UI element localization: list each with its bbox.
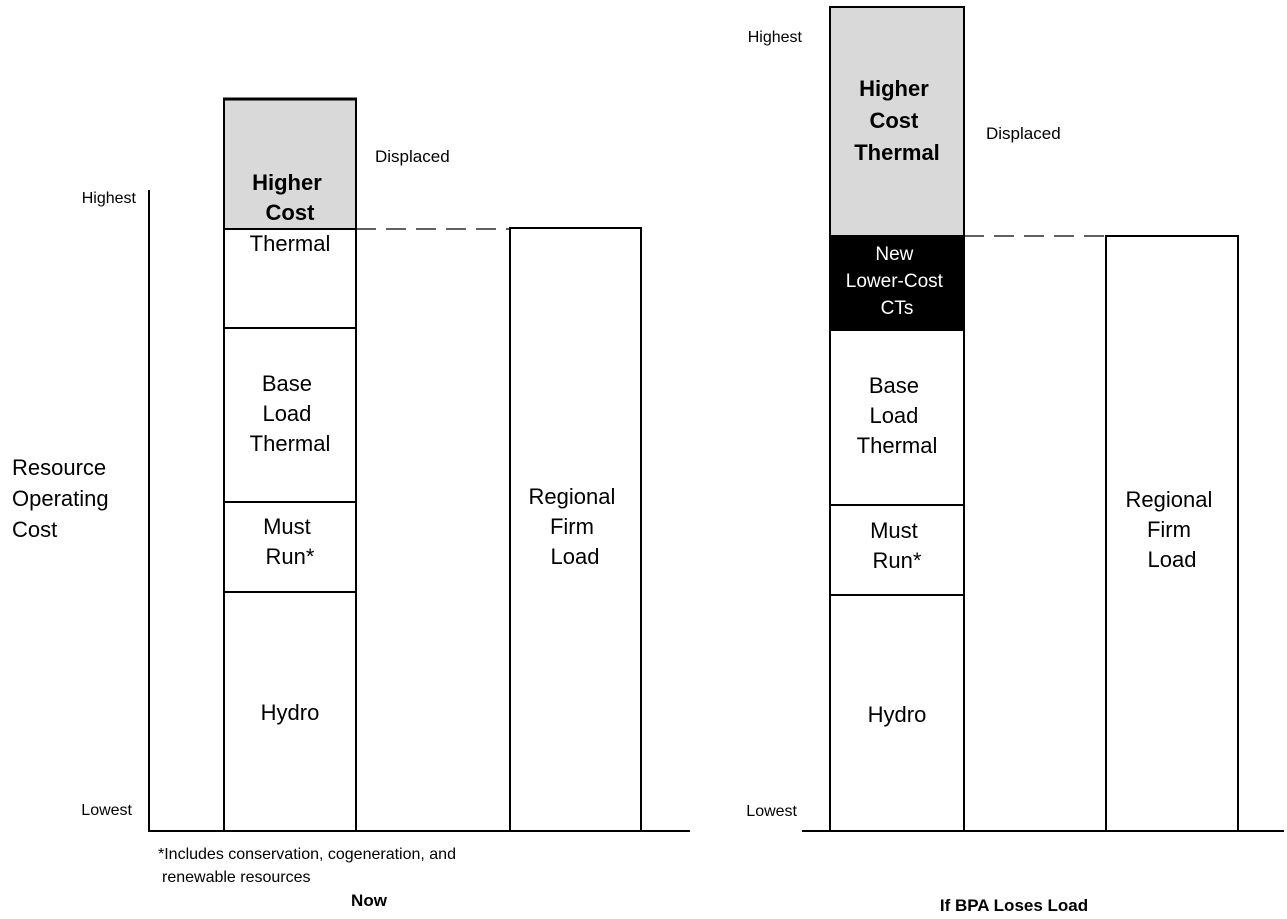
right-firm-load-block (1105, 235, 1239, 832)
right-hydro-label: Hydro (868, 702, 927, 727)
left-firm-load-label: Regional Firm Load (529, 484, 622, 569)
left-higher-cost-label: Higher Cost (252, 170, 328, 225)
axis-label-line: Operating (12, 486, 109, 511)
left-must-run-label: Must Run* (263, 514, 317, 569)
left-hydro-block (223, 591, 357, 832)
right-displaced-label: Displaced (986, 124, 1061, 143)
right-new-ct-block (829, 235, 965, 331)
axis-label-line: Cost (12, 517, 57, 542)
axis-label: Resource Operating Cost (12, 455, 115, 542)
right-hydro-block (829, 594, 965, 832)
left-hydro-label: Hydro (261, 700, 320, 725)
left-must-run-block (223, 501, 357, 593)
right-caption: If BPA Loses Load (940, 896, 1088, 915)
left-thermal-label: Thermal (250, 231, 331, 256)
right-panel: Highest Lowest Higher Cost Thermal New L… (746, 6, 1284, 915)
right-new-ct-label: New Lower-Cost CTs (846, 244, 948, 319)
right-firm-load-label: Regional Firm Load (1126, 487, 1219, 572)
axis-label-line: Resource (12, 455, 106, 480)
left-firm-load-block (509, 227, 642, 832)
right-higher-cost-label: Higher Cost Thermal (854, 76, 940, 165)
right-must-run-block (829, 504, 965, 596)
left-lowest-label: Lowest (81, 802, 132, 819)
left-displaced-label: Displaced (375, 147, 450, 166)
left-displaced-block (223, 98, 357, 230)
right-highest-label: Highest (748, 29, 803, 46)
left-caption: Now (351, 891, 388, 910)
left-highest-label: Highest (82, 190, 137, 207)
right-base-load-label: Base Load Thermal (857, 373, 938, 458)
right-lowest-label: Lowest (746, 803, 797, 820)
left-panel: Highest Lowest Resource Operating Cost H… (12, 97, 690, 910)
right-must-run-label: Must Run* (870, 518, 924, 573)
left-base-load-label: Base Load Thermal (250, 371, 331, 456)
footnote: *Includes conservation, cogeneration, an… (158, 846, 460, 886)
right-displaced-block (829, 6, 965, 237)
